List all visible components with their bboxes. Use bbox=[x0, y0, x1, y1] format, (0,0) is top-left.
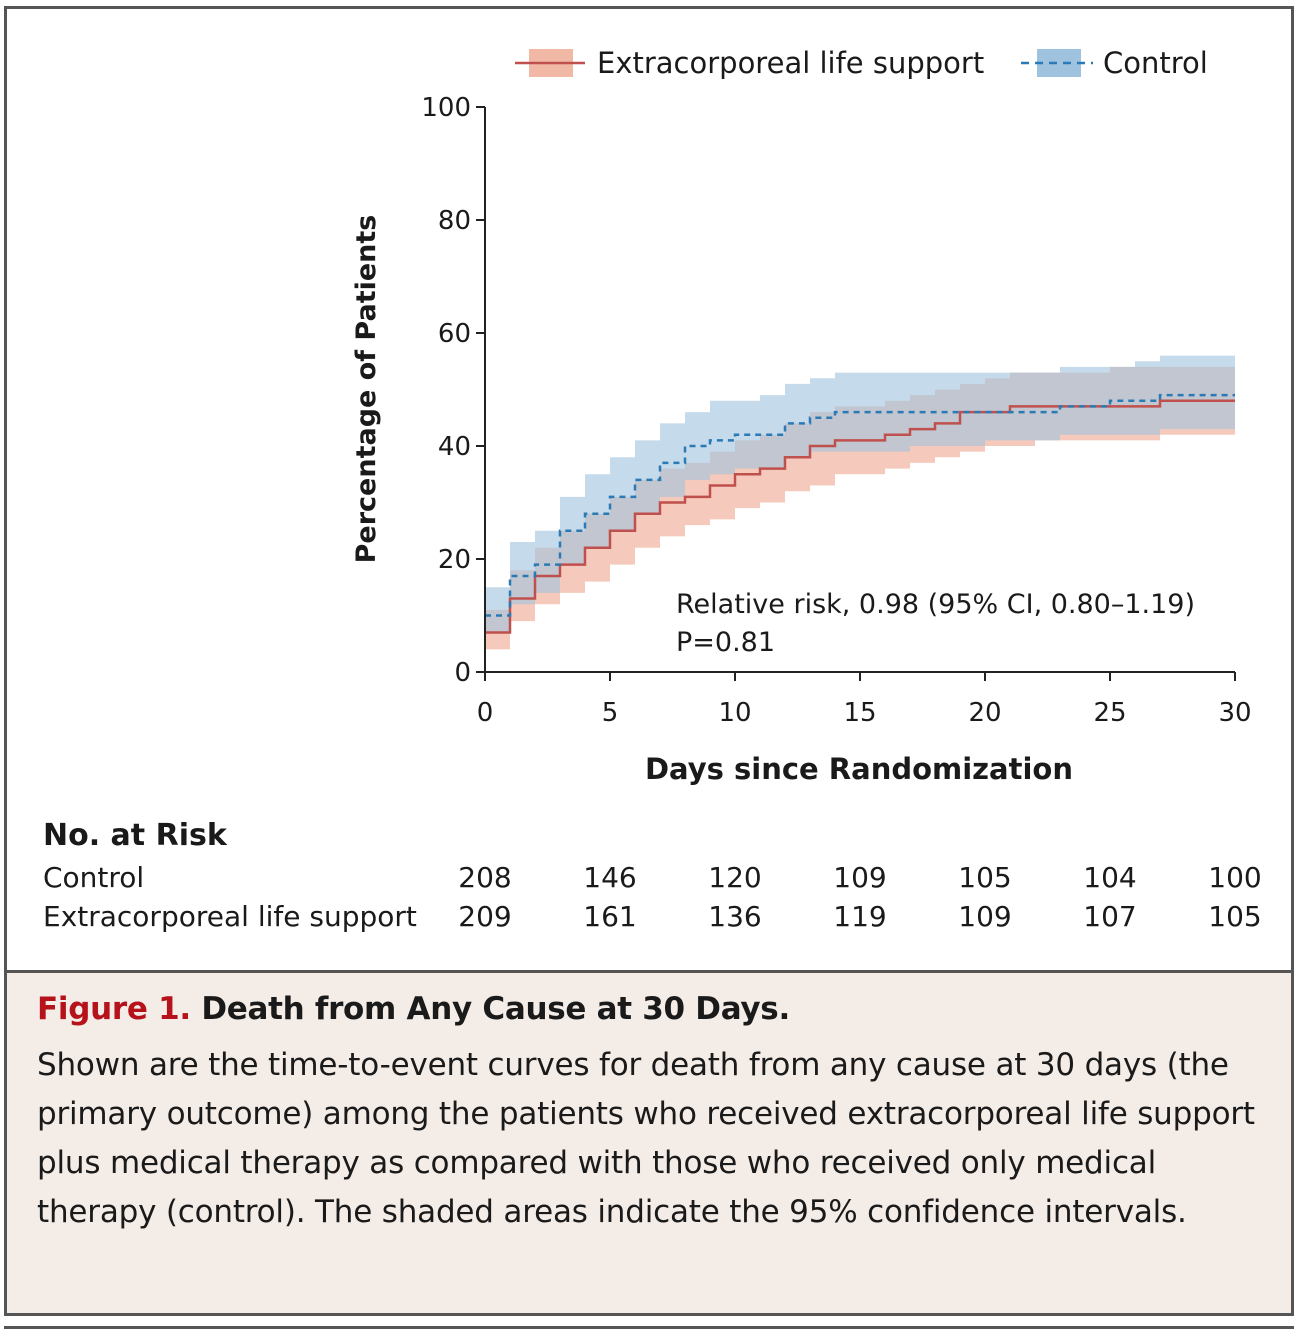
risk-value-control-30: 100 bbox=[1208, 861, 1261, 894]
figure-title: Death from Any Cause at 30 Days. bbox=[201, 991, 790, 1027]
caption-title-line: Figure 1. Death from Any Cause at 30 Day… bbox=[37, 991, 1265, 1027]
x-tick-label-0: 0 bbox=[477, 698, 494, 728]
x-tick-label-5: 5 bbox=[602, 698, 619, 728]
risk-row-label-ecls: Extracorporeal life support bbox=[43, 900, 417, 933]
risk-value-ecls-0: 209 bbox=[458, 900, 511, 933]
legend-item-ecls: Extracorporeal life support bbox=[515, 46, 984, 80]
y-tick-label-20: 20 bbox=[438, 545, 471, 575]
risk-value-ecls-30: 105 bbox=[1208, 900, 1261, 933]
x-tick-label-10: 10 bbox=[718, 698, 751, 728]
y-tick-label-100: 100 bbox=[421, 93, 471, 123]
confidence-bands bbox=[485, 355, 1235, 650]
risk-table-values: 208 146 120 109 105 104 100 209 161 136 119 109 107 1… bbox=[458, 861, 1261, 933]
y-tick-label-40: 40 bbox=[438, 432, 471, 462]
risk-value-ecls-15: 119 bbox=[833, 900, 886, 933]
curve-control bbox=[485, 393, 1235, 617]
x-tick-label-15: 15 bbox=[843, 698, 876, 728]
legend-label-ecls: Extracorporeal life support bbox=[597, 46, 984, 80]
caption-body: Shown are the time-to-event curves for d… bbox=[37, 1047, 1255, 1230]
curve-ecls bbox=[485, 399, 1235, 634]
risk-value-ecls-25: 107 bbox=[1083, 900, 1136, 933]
risk-value-control-20: 105 bbox=[958, 861, 1011, 894]
legend: Extracorporeal life support Control bbox=[515, 46, 1208, 80]
risk-table: No. at Risk Control Extracorporeal life … bbox=[43, 818, 1262, 933]
relative-risk-annotation: Relative risk, 0.98 (95% CI, 0.80–1.19) bbox=[676, 589, 1195, 620]
risk-value-control-0: 208 bbox=[458, 861, 511, 894]
p-value-annotation: P=0.81 bbox=[676, 627, 775, 658]
legend-item-control: Control bbox=[1021, 46, 1208, 80]
y-tick-label-80: 80 bbox=[438, 206, 471, 236]
risk-value-ecls-20: 109 bbox=[958, 900, 1011, 933]
x-tick-label-30: 30 bbox=[1218, 698, 1251, 728]
x-tick-label-20: 20 bbox=[968, 698, 1001, 728]
kaplan-meier-chart: 0 20 40 60 80 100 0 5 10 15 20 25 30 Percentage of P… bbox=[43, 46, 1262, 933]
figure-caption: Figure 1. Death from Any Cause at 30 Day… bbox=[7, 970, 1291, 1313]
axis-ticks: 0 20 40 60 80 100 0 5 10 15 20 25 30 bbox=[421, 93, 1251, 728]
y-tick-label-0: 0 bbox=[454, 658, 471, 688]
survival-curves bbox=[485, 393, 1235, 634]
risk-value-control-10: 120 bbox=[708, 861, 761, 894]
y-axis-label: Percentage of Patients bbox=[351, 215, 382, 564]
bottom-rule bbox=[4, 1326, 1294, 1329]
legend-swatch-control-band bbox=[1037, 49, 1081, 77]
risk-row-label-control: Control bbox=[43, 861, 144, 894]
figure-number: Figure 1. bbox=[37, 991, 191, 1027]
risk-table-title: No. at Risk bbox=[43, 818, 228, 853]
risk-value-ecls-10: 136 bbox=[708, 900, 761, 933]
risk-value-control-5: 146 bbox=[583, 861, 636, 894]
x-axis-label: Days since Randomization bbox=[645, 752, 1073, 786]
x-tick-label-25: 25 bbox=[1093, 698, 1126, 728]
figure-frame: 0 20 40 60 80 100 0 5 10 15 20 25 30 Percentage of P… bbox=[4, 6, 1294, 1316]
risk-value-control-25: 104 bbox=[1083, 861, 1136, 894]
ci-band-control bbox=[485, 355, 1235, 633]
risk-value-control-15: 109 bbox=[833, 861, 886, 894]
y-tick-label-60: 60 bbox=[438, 319, 471, 349]
risk-value-ecls-5: 161 bbox=[583, 900, 636, 933]
legend-label-control: Control bbox=[1103, 46, 1208, 80]
